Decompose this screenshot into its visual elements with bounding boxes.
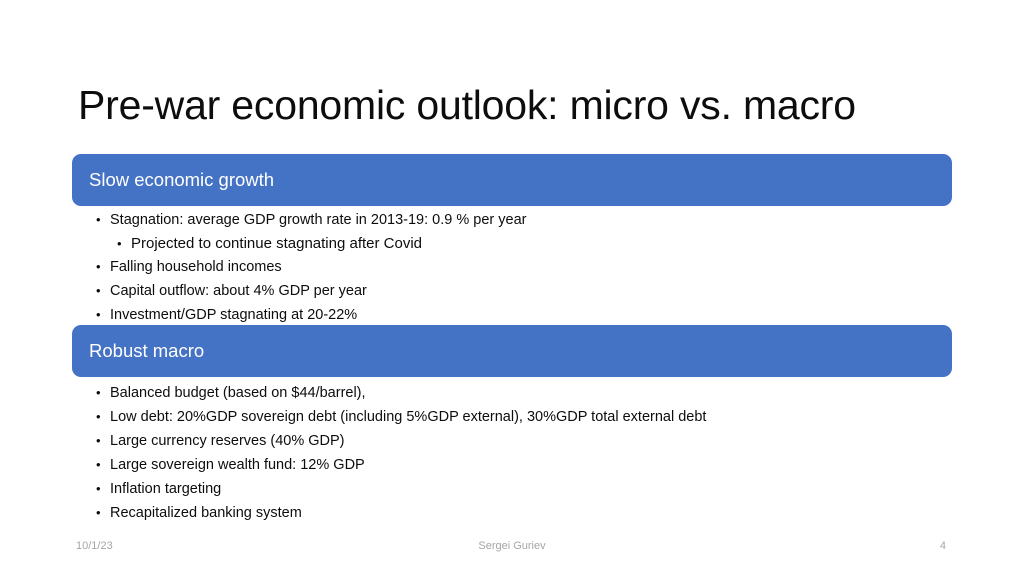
- bullet-item: • Projected to continue stagnating after …: [96, 232, 976, 255]
- bullet-item-label: Large currency reserves (40% GDP): [110, 433, 345, 449]
- bullet-item-label: Low debt: 20%GDP sovereign debt (includi…: [110, 409, 707, 425]
- bullet-point-icon: •: [96, 505, 101, 520]
- bullet-item: • Large currency reserves (40% GDP): [96, 429, 976, 453]
- page-title: Pre-war economic outlook: micro vs. macr…: [78, 82, 856, 129]
- bullet-point-icon: •: [96, 481, 101, 496]
- bullet-item-label: Inflation targeting: [110, 481, 222, 497]
- bullet-item: • Large sovereign wealth fund: 12% GDP: [96, 453, 976, 477]
- bullet-item-label: Falling household incomes: [110, 259, 282, 275]
- bullet-point-icon: •: [96, 457, 101, 472]
- bullet-item-label: Stagnation: average GDP growth rate in 2…: [110, 212, 527, 228]
- bullet-item: • Stagnation: average GDP growth rate in …: [96, 208, 976, 232]
- bullet-item: • Low debt: 20%GDP sovereign debt (includ…: [96, 405, 976, 429]
- section-header-label: Slow economic growth: [89, 168, 275, 190]
- bullet-item-label: Recapitalized banking system: [110, 505, 302, 521]
- bullet-list-slow-economic-growth: • Stagnation: average GDP growth rate in …: [96, 208, 976, 327]
- slide-footer: 10/1/23 Sergei Guriev 4: [0, 540, 1024, 562]
- bullet-point-icon: •: [117, 236, 122, 251]
- section-header-robust-macro: Robust macro: [72, 325, 952, 377]
- bullet-item-label: Capital outflow: about 4% GDP per year: [110, 283, 367, 299]
- bullet-point-icon: •: [96, 385, 101, 400]
- footer-date: 10/1/23: [76, 540, 113, 552]
- bullet-point-icon: •: [96, 433, 101, 448]
- bullet-point-icon: •: [96, 307, 101, 322]
- bullet-point-icon: •: [96, 283, 101, 298]
- bullet-point-icon: •: [96, 409, 101, 424]
- bullet-point-icon: •: [96, 212, 101, 227]
- bullet-item-label: Balanced budget (based on $44/barrel),: [110, 385, 366, 401]
- section-header-label: Robust macro: [89, 339, 205, 361]
- footer-author: Sergei Guriev: [478, 540, 546, 552]
- bullet-item-label: Investment/GDP stagnating at 20-22%: [110, 307, 358, 323]
- bullet-item: • Recapitalized banking system: [96, 501, 976, 525]
- bullet-item: • Capital outflow: about 4% GDP per year: [96, 279, 976, 303]
- bullet-point-icon: •: [96, 259, 101, 274]
- bullet-list-robust-macro: • Balanced budget (based on $44/barrel), •…: [96, 381, 976, 525]
- footer-page-number: 4: [939, 540, 946, 552]
- bullet-item: • Investment/GDP stagnating at 20-22%: [96, 303, 976, 327]
- bullet-item-label: Large sovereign wealth fund: 12% GDP: [110, 457, 365, 473]
- section-header-slow-economic-growth: Slow economic growth: [72, 154, 952, 206]
- bullet-item: • Inflation targeting: [96, 477, 976, 501]
- bullet-item: • Falling household incomes: [96, 255, 976, 279]
- bullet-item-label: Projected to continue stagnating after C…: [131, 235, 423, 252]
- bullet-item: • Balanced budget (based on $44/barrel),: [96, 381, 976, 405]
